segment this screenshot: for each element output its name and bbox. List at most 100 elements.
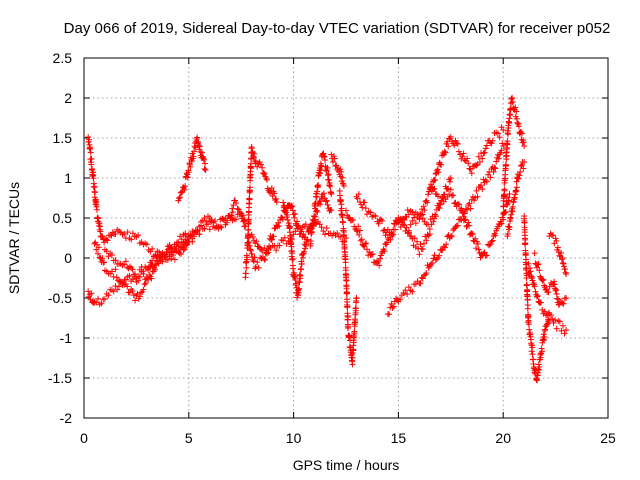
data-point bbox=[447, 186, 454, 193]
data-point bbox=[558, 256, 565, 263]
data-point bbox=[352, 305, 359, 312]
data-point bbox=[232, 216, 239, 223]
data-point bbox=[438, 161, 445, 168]
data-point bbox=[212, 218, 218, 225]
data-point bbox=[88, 161, 95, 168]
data-point bbox=[359, 204, 366, 211]
x-tick-label: 5 bbox=[185, 430, 193, 446]
data-point bbox=[227, 213, 234, 220]
data-point bbox=[513, 108, 520, 115]
data-point bbox=[242, 270, 249, 277]
y-tick-label: -2 bbox=[60, 410, 73, 426]
data-point bbox=[509, 94, 516, 101]
data-point bbox=[331, 155, 338, 162]
data-point bbox=[257, 161, 264, 168]
data-point bbox=[229, 205, 236, 212]
data-point bbox=[122, 258, 129, 265]
data-point bbox=[202, 160, 209, 167]
data-point bbox=[231, 197, 238, 204]
data-point bbox=[323, 225, 330, 232]
data-point bbox=[218, 224, 225, 231]
data-point bbox=[419, 211, 426, 218]
data-point bbox=[280, 199, 287, 206]
data-point bbox=[502, 175, 509, 182]
data-point bbox=[391, 220, 398, 227]
data-point bbox=[317, 201, 324, 208]
data-point bbox=[302, 245, 309, 252]
data-point bbox=[121, 230, 128, 237]
data-point bbox=[504, 138, 511, 145]
data-point bbox=[492, 165, 499, 172]
data-point bbox=[104, 237, 111, 244]
data-point bbox=[312, 199, 319, 206]
data-point bbox=[254, 163, 261, 170]
data-point bbox=[320, 228, 327, 235]
data-point bbox=[96, 254, 103, 261]
data-point bbox=[257, 254, 264, 261]
data-point bbox=[445, 185, 452, 192]
data-point bbox=[529, 351, 536, 358]
data-point bbox=[560, 300, 567, 307]
data-point bbox=[488, 238, 495, 245]
x-tick-labels: 0 5 10 15 20 25 bbox=[80, 430, 616, 446]
data-point bbox=[502, 162, 509, 169]
data-point bbox=[513, 115, 520, 122]
data-point bbox=[328, 191, 335, 197]
data-point bbox=[298, 266, 305, 273]
data-point bbox=[467, 205, 474, 212]
data-point bbox=[176, 195, 183, 202]
data-point bbox=[338, 205, 345, 212]
data-point bbox=[417, 280, 424, 287]
data-point bbox=[504, 200, 511, 207]
data-point bbox=[503, 202, 510, 209]
data-point bbox=[128, 236, 135, 243]
data-point bbox=[337, 166, 344, 173]
data-point bbox=[99, 255, 106, 262]
data-point bbox=[554, 295, 561, 302]
data-point bbox=[248, 144, 255, 151]
data-point bbox=[97, 223, 104, 230]
data-point bbox=[531, 283, 538, 290]
data-point bbox=[524, 286, 531, 293]
data-point bbox=[369, 251, 376, 258]
data-point bbox=[407, 221, 414, 228]
data-point bbox=[466, 165, 473, 172]
data-point bbox=[446, 178, 453, 185]
data-point bbox=[250, 258, 257, 265]
data-point bbox=[323, 197, 330, 204]
data-point bbox=[437, 200, 444, 207]
data-point bbox=[551, 281, 558, 288]
data-point bbox=[487, 241, 494, 248]
data-point bbox=[558, 249, 565, 256]
data-point bbox=[423, 237, 430, 244]
data-point bbox=[253, 238, 260, 245]
data-point bbox=[402, 287, 409, 294]
data-point bbox=[479, 186, 486, 193]
data-point bbox=[254, 259, 261, 266]
data-point bbox=[194, 134, 201, 141]
data-point bbox=[492, 232, 499, 239]
data-point bbox=[539, 277, 546, 284]
data-point bbox=[202, 167, 209, 173]
data-point bbox=[382, 232, 389, 239]
data-point bbox=[527, 268, 534, 275]
data-point bbox=[114, 286, 121, 293]
data-point bbox=[176, 194, 183, 201]
data-point bbox=[325, 171, 332, 178]
data-point bbox=[513, 184, 520, 191]
data-point bbox=[191, 143, 198, 150]
data-point bbox=[94, 250, 101, 257]
data-point bbox=[473, 162, 480, 169]
data-point bbox=[443, 241, 450, 248]
grid-lines bbox=[84, 58, 608, 418]
data-point bbox=[507, 112, 514, 119]
data-point bbox=[320, 150, 327, 157]
data-point bbox=[120, 279, 127, 286]
data-point bbox=[259, 164, 266, 171]
data-point bbox=[486, 242, 493, 249]
data-point bbox=[476, 159, 483, 166]
data-point bbox=[537, 299, 544, 306]
data-point bbox=[425, 191, 432, 198]
data-point bbox=[343, 289, 350, 296]
